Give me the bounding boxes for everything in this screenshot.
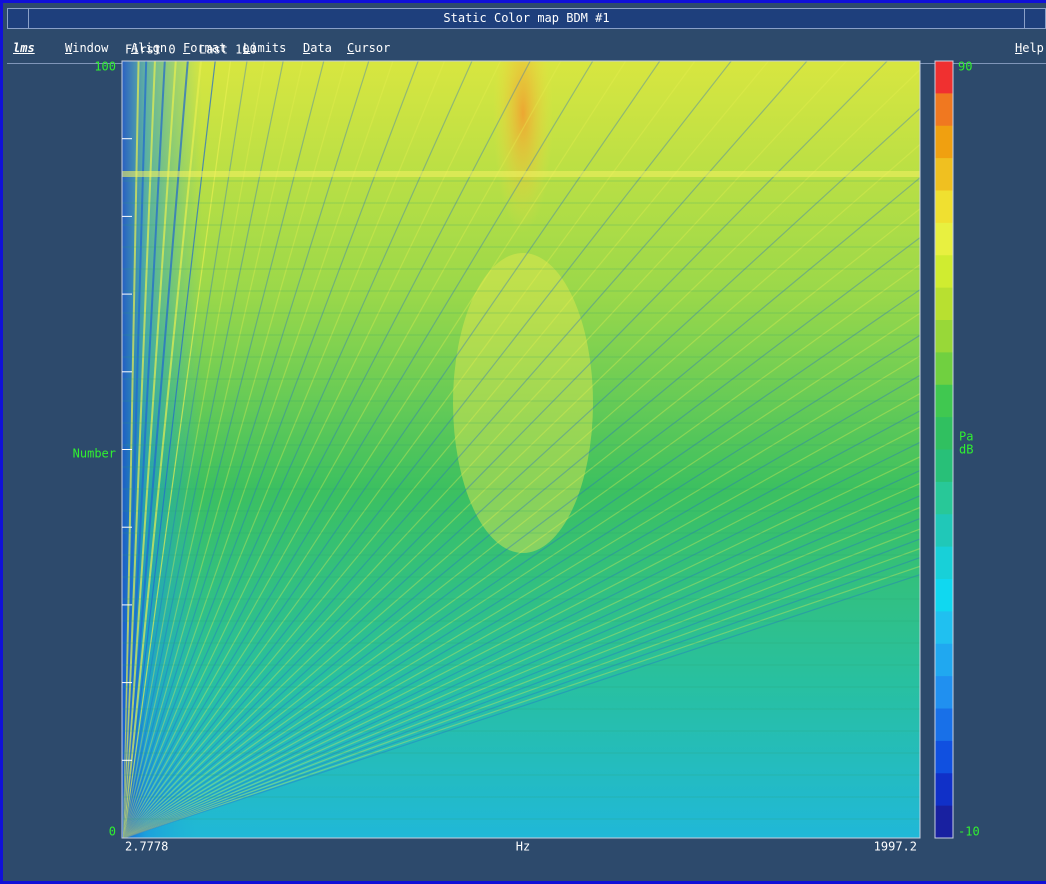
colorbar-step — [935, 773, 953, 806]
colorbar-step — [935, 611, 953, 644]
colorbar-step — [935, 644, 953, 677]
color-map: First 0 Last 100 Number Hz Pa dB 0 100 2.7… — [3, 3, 1046, 881]
colorbar-step — [935, 450, 953, 483]
colorbar-step — [935, 385, 953, 418]
range-first: First 0 — [125, 43, 176, 57]
colorbar-step — [935, 676, 953, 709]
colorbar-step — [935, 806, 953, 839]
colorbar-step — [935, 547, 953, 580]
colorbar-step — [935, 514, 953, 547]
colorbar-step — [935, 126, 953, 159]
colorbar-tick-label: -10 — [958, 825, 980, 839]
colorbar-unit: dB — [959, 443, 973, 457]
colorbar-step — [935, 709, 953, 742]
y-axis-label: Number — [73, 447, 116, 461]
range-last: Last 100 — [199, 43, 257, 57]
window: Static Color map BDM #1 lms Window Align… — [3, 3, 1046, 881]
heatmap-image — [122, 3, 1046, 838]
colorbar-step — [935, 741, 953, 774]
colorbar-step — [935, 93, 953, 126]
x-tick-label: 2.7778 — [125, 840, 168, 854]
y-tick-label: 0 — [109, 825, 116, 839]
colorbar-step — [935, 223, 953, 256]
upper-band — [122, 171, 920, 177]
x-tick-label: 1997.2 — [874, 840, 917, 854]
colorbar-step — [935, 417, 953, 450]
colorbar-step — [935, 320, 953, 353]
colorbar-step — [935, 191, 953, 224]
colorbar-step — [935, 579, 953, 612]
x-axis-label: Hz — [516, 840, 530, 854]
colorbar-step — [935, 255, 953, 288]
colorbar-step — [935, 352, 953, 385]
colorbar-step — [935, 158, 953, 191]
colorbar-step — [935, 61, 953, 94]
colorbar-step — [935, 482, 953, 515]
colorbar-step — [935, 288, 953, 321]
y-tick-label: 100 — [94, 60, 116, 74]
colorbar-unit: Pa — [959, 430, 973, 444]
colorbar-tick-label: 90 — [958, 60, 972, 74]
screen: Static Color map BDM #1 lms Window Align… — [0, 0, 1046, 884]
